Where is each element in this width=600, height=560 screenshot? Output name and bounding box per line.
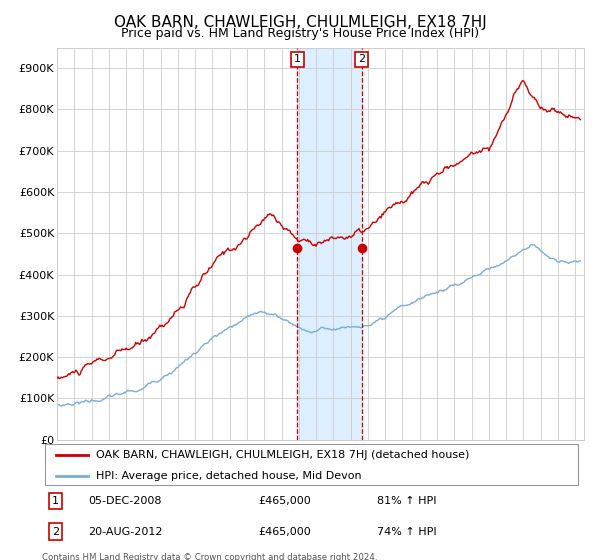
Text: 1: 1 [294,54,301,64]
Bar [298,48,362,440]
Text: OAK BARN, CHAWLEIGH, CHULMLEIGH, EX18 7HJ (detached house): OAK BARN, CHAWLEIGH, CHULMLEIGH, EX18 7H… [96,450,469,460]
Text: Price paid vs. HM Land Registry's House Price Index (HPI): Price paid vs. HM Land Registry's House … [121,27,479,40]
FancyBboxPatch shape [45,444,578,486]
Text: 2: 2 [358,54,365,64]
Text: 74% ↑ HPI: 74% ↑ HPI [377,526,436,536]
Text: 2: 2 [52,526,59,536]
Text: 05-DEC-2008: 05-DEC-2008 [88,496,161,506]
Text: HPI: Average price, detached house, Mid Devon: HPI: Average price, detached house, Mid … [96,470,362,480]
Text: 1: 1 [52,496,59,506]
Text: 20-AUG-2012: 20-AUG-2012 [88,526,163,536]
Text: 81% ↑ HPI: 81% ↑ HPI [377,496,436,506]
Text: £465,000: £465,000 [258,526,311,536]
Text: OAK BARN, CHAWLEIGH, CHULMLEIGH, EX18 7HJ: OAK BARN, CHAWLEIGH, CHULMLEIGH, EX18 7H… [113,15,487,30]
Text: £465,000: £465,000 [258,496,311,506]
Text: Contains HM Land Registry data © Crown copyright and database right 2024.
This d: Contains HM Land Registry data © Crown c… [42,553,377,560]
